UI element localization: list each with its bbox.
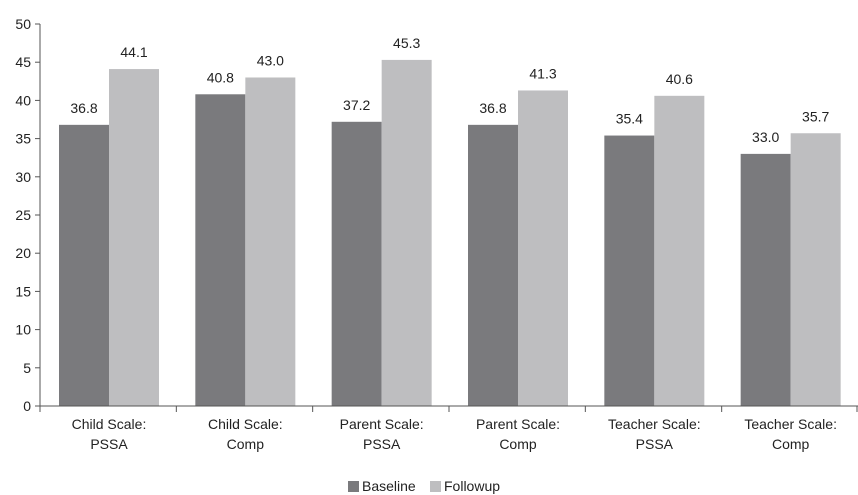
x-category-label: PSSA — [90, 436, 128, 452]
bar-baseline-5 — [740, 153, 791, 406]
data-label: 36.8 — [70, 100, 97, 116]
x-category-label: Parent Scale: — [476, 416, 560, 432]
x-category-label: PSSA — [363, 436, 401, 452]
x-axis: Child Scale: PSSA Child Scale: Comp Parent S… — [39, 405, 858, 452]
bar-followup-5 — [790, 133, 841, 406]
bar-followup-3 — [518, 90, 568, 406]
bar-followup-4 — [654, 95, 705, 406]
data-label: 45.3 — [393, 35, 420, 51]
bar-followup-1 — [245, 77, 296, 406]
legend-swatch-baseline — [348, 481, 359, 492]
bar-followup-0 — [109, 69, 159, 407]
y-tick-label: 50 — [15, 16, 31, 32]
legend: Baseline Followup — [348, 478, 500, 494]
y-tick-label: 5 — [23, 360, 31, 376]
bar-baseline-4 — [604, 135, 655, 406]
bar-baseline-3 — [468, 124, 518, 407]
data-label: 43.0 — [257, 52, 284, 68]
y-tick-label: 0 — [23, 398, 31, 414]
data-label: 37.2 — [343, 97, 370, 113]
data-label: 41.3 — [529, 65, 556, 81]
data-label: 35.7 — [802, 108, 829, 124]
bar-baseline-1 — [195, 94, 246, 407]
bars: 36.8 44.1 40.8 43.0 37.2 45.3 36.8 41.3 35.4 40.6… — [59, 35, 841, 407]
data-label: 33.0 — [752, 129, 779, 145]
x-category-label: Parent Scale: — [340, 416, 424, 432]
y-tick-label: 10 — [15, 322, 31, 338]
y-tick-label: 20 — [15, 245, 31, 261]
x-category-label: Child Scale: — [72, 416, 147, 432]
bar-baseline-2 — [331, 121, 382, 407]
data-label: 35.4 — [616, 111, 643, 127]
x-category-label: Teacher Scale: — [744, 416, 837, 432]
data-label: 40.6 — [666, 71, 693, 87]
bar-followup-2 — [381, 59, 432, 407]
x-category-label: Teacher Scale: — [608, 416, 701, 432]
x-category-label: Comp — [499, 436, 537, 452]
bar-baseline-0 — [59, 124, 109, 407]
data-label: 36.8 — [479, 100, 506, 116]
x-category-label: Comp — [772, 436, 810, 452]
y-tick-label: 25 — [15, 207, 31, 223]
x-category-label: Comp — [227, 436, 265, 452]
y-tick-label: 30 — [15, 169, 31, 185]
y-axis: 0 5 10 15 20 25 30 35 40 45 50 — [15, 16, 41, 414]
x-category-label: Child Scale: — [208, 416, 283, 432]
legend-label-followup: Followup — [444, 478, 500, 494]
data-label: 40.8 — [207, 69, 234, 85]
y-tick-label: 45 — [15, 54, 31, 70]
data-label: 44.1 — [120, 44, 147, 60]
y-tick-label: 40 — [15, 92, 31, 108]
y-tick-label: 15 — [15, 283, 31, 299]
y-tick-label: 35 — [15, 131, 31, 147]
x-category-label: PSSA — [636, 436, 674, 452]
legend-swatch-followup — [430, 481, 441, 492]
legend-label-baseline: Baseline — [362, 478, 416, 494]
